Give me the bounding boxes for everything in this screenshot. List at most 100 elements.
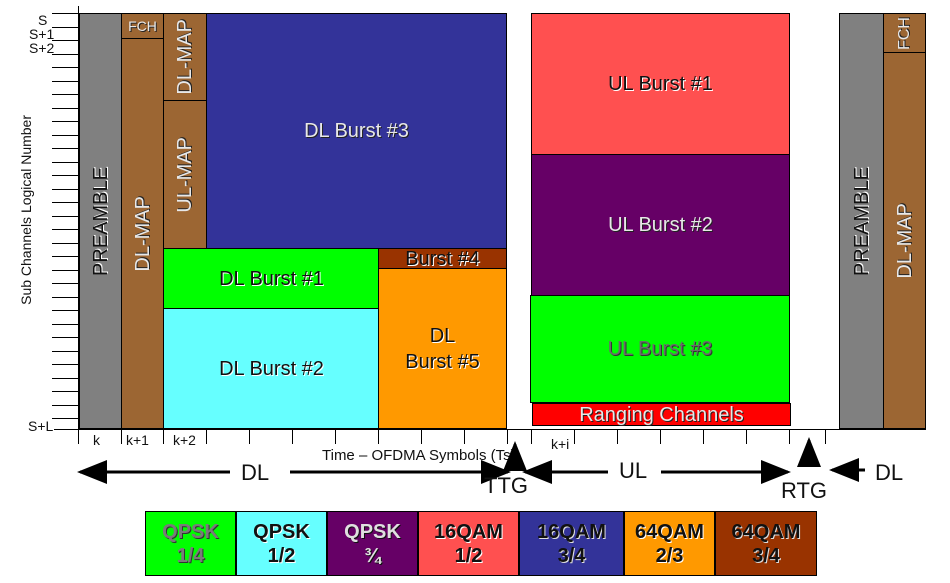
x-tick <box>121 429 123 444</box>
x-tick <box>206 429 208 444</box>
y-tick <box>52 13 78 15</box>
y-tick <box>52 202 78 204</box>
y-tick <box>52 310 78 312</box>
y-tick <box>52 242 78 244</box>
legend-item: 64QAM 2/3 <box>624 511 715 576</box>
y-label-sl: S+L <box>28 418 54 434</box>
dl-map-block-2: DL-MAP <box>163 13 207 101</box>
legend-item: 16QAM 3/4 <box>519 511 624 576</box>
x-tick <box>574 429 576 444</box>
ul-direction-label: UL <box>619 458 648 483</box>
x-tick <box>78 429 80 444</box>
y-tick <box>52 391 78 393</box>
x-tick <box>789 429 791 444</box>
y-tick <box>52 53 78 55</box>
x-label-k: k <box>93 432 100 448</box>
y-axis-line <box>78 6 80 430</box>
y-tick <box>52 269 78 271</box>
legend-modulation: QPSK <box>162 520 219 543</box>
legend-modulation: 64QAM <box>731 520 801 543</box>
legend-coding-rate: 1/2 <box>267 544 296 567</box>
x-label-k1: k+1 <box>126 432 149 448</box>
dl-burst-5-block: DL Burst #5 <box>378 268 507 429</box>
y-tick <box>52 377 78 379</box>
y-tick <box>52 323 78 325</box>
y-tick <box>52 67 78 69</box>
y-tick <box>52 350 78 352</box>
legend-coding-rate: 3/4 <box>557 544 586 567</box>
y-tick <box>52 94 78 96</box>
dl-direction-label: DL <box>241 460 270 485</box>
x-axis-title: Time – OFDMA Symbols (Ts) <box>322 447 516 464</box>
x-tick <box>421 429 423 444</box>
x-tick <box>746 429 748 444</box>
dl-burst-1-block: DL Burst #1 <box>163 248 380 309</box>
x-tick <box>531 429 533 444</box>
x-tick <box>703 429 705 444</box>
y-tick <box>52 283 78 285</box>
y-label-s2: S+2 <box>29 40 55 56</box>
y-label-s1: S+1 <box>29 26 55 42</box>
dl-burst-2-block: DL Burst #2 <box>163 308 380 429</box>
y-tick <box>52 40 78 42</box>
x-tick <box>825 429 827 444</box>
y-tick <box>52 418 78 420</box>
ul-burst-1-block: UL Burst #1 <box>531 13 790 155</box>
y-tick <box>52 161 78 163</box>
x-tick <box>660 429 662 444</box>
y-tick <box>52 121 78 123</box>
x-axis-line <box>54 429 926 431</box>
legend-coding-rate: ¾ <box>364 544 381 567</box>
y-label-s: S <box>38 12 48 28</box>
dl-burst-3-block: DL Burst #3 <box>206 13 507 249</box>
legend-coding-rate: 3/4 <box>752 544 780 567</box>
ranging-channels-block: Ranging Channels <box>532 403 791 426</box>
y-tick <box>52 337 78 339</box>
y-tick <box>52 229 78 231</box>
x-tick <box>507 429 509 444</box>
legend-coding-rate: 1/2 <box>454 544 483 567</box>
y-tick <box>52 80 78 82</box>
legend-item: 64QAM 3/4 <box>715 511 817 576</box>
y-tick <box>52 107 78 109</box>
x-tick <box>464 429 466 444</box>
rtg-label: RTG <box>781 478 828 503</box>
legend-modulation: QPSK <box>344 520 401 543</box>
y-tick <box>52 364 78 366</box>
legend-item: QPSK 1/4 <box>145 511 236 576</box>
y-tick <box>52 175 78 177</box>
legend-item: 16QAM 1/2 <box>418 511 519 576</box>
x-tick <box>292 429 294 444</box>
legend-modulation: QPSK <box>253 520 310 543</box>
dl-next-direction-label: DL <box>875 460 904 485</box>
legend-modulation: 16QAM <box>434 520 503 543</box>
y-tick <box>52 134 78 136</box>
ul-burst-2-block: UL Burst #2 <box>531 154 790 296</box>
y-tick <box>52 26 78 28</box>
next-fch-block: FCH <box>883 13 926 53</box>
legend-modulation: 64QAM <box>635 520 704 543</box>
legend-item: QPSK ¾ <box>327 511 418 576</box>
x-label-ki: k+i <box>551 436 570 452</box>
y-tick <box>52 188 78 190</box>
ttg-label: TTG <box>484 473 528 498</box>
x-tick <box>163 429 165 444</box>
x-tick <box>249 429 251 444</box>
legend-coding-rate: 2/3 <box>655 544 684 567</box>
burst-4-block: Burst #4 <box>378 248 507 270</box>
y-tick <box>52 148 78 150</box>
x-tick <box>617 429 619 444</box>
y-tick <box>52 256 78 258</box>
x-tick <box>378 429 380 444</box>
y-tick <box>52 215 78 217</box>
next-dl-map-block: DL-MAP <box>883 52 926 429</box>
x-label-k2: k+2 <box>173 432 196 448</box>
legend-item: QPSK 1/2 <box>236 511 327 576</box>
y-tick <box>52 404 78 406</box>
legend-coding-rate: 1/4 <box>176 544 205 567</box>
x-tick <box>335 429 337 444</box>
ul-burst-3-block: UL Burst #3 <box>530 295 790 403</box>
legend-modulation: 16QAM <box>537 520 606 543</box>
y-tick <box>52 296 78 298</box>
